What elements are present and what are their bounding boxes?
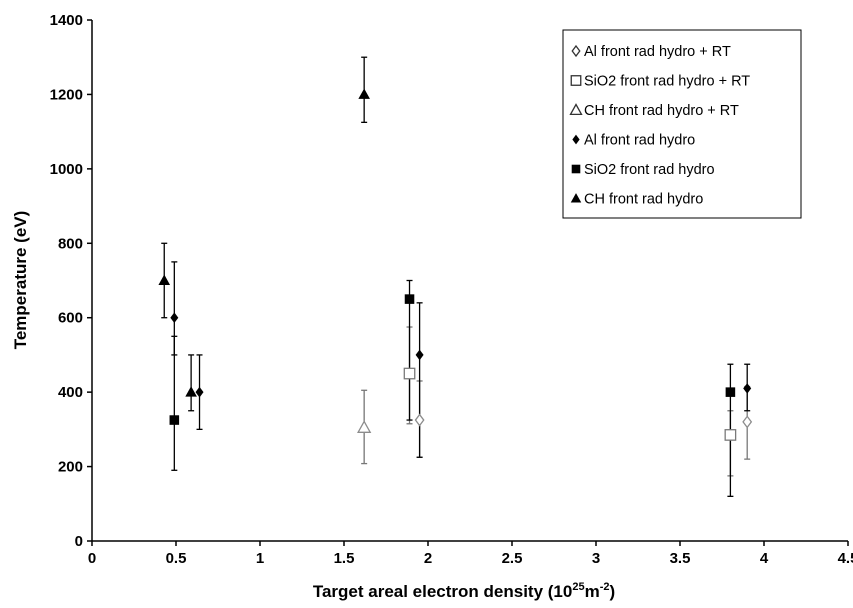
legend-marker (570, 193, 582, 203)
legend-label: CH front rad hydro + RT (584, 103, 739, 119)
y-tick-label: 0 (75, 533, 83, 550)
x-tick-label: 1 (256, 550, 264, 567)
y-tick-label: 1400 (50, 12, 83, 29)
data-point (743, 383, 752, 394)
data-markers (158, 88, 753, 441)
x-axis-title-close: ) (610, 582, 616, 601)
x-tick-label: 1.5 (334, 550, 355, 567)
x-tick-label: 3.5 (670, 550, 691, 567)
legend-label: SiO2 front rad hydro + RT (584, 74, 750, 90)
data-point (358, 88, 370, 99)
y-tick-label: 400 (58, 384, 83, 401)
legend-label: SiO2 front rad hydro (584, 162, 715, 178)
legend-marker (571, 164, 581, 174)
data-point (185, 386, 197, 397)
legend-label: Al front rad hydro + RT (584, 44, 731, 60)
data-point (169, 415, 180, 425)
x-axis-title-unit-exponent: -2 (600, 581, 610, 593)
legend: Al front rad hydro + RT SiO2 front rad hy… (562, 29, 802, 219)
y-tick-label: 800 (58, 235, 83, 252)
x-axis-title-exponent: 25 (572, 581, 584, 593)
legend-box (562, 29, 802, 219)
x-tick-label: 4.5 (838, 550, 853, 567)
legend-marker (572, 134, 580, 145)
x-axis-title-unit: m (585, 582, 600, 601)
legend-marker (569, 103, 583, 116)
y-tick-label: 600 (58, 310, 83, 327)
data-point (724, 429, 737, 441)
y-axis-title: Temperature (eV) (11, 211, 30, 350)
legend-label: Al front rad hydro (584, 133, 695, 149)
data-point (357, 420, 372, 433)
x-tick-label: 0.5 (166, 550, 187, 567)
y-tick-label: 1200 (50, 86, 83, 103)
data-point (403, 367, 416, 380)
axes: 0 200 400 600 800 1000 1200 1400 0 0.5 1 1.5 2 2.5 3 3.… (50, 12, 853, 567)
data-point (414, 413, 425, 427)
x-axis-title-main: Target areal electron density (10 (313, 582, 573, 601)
x-tick-label: 0 (88, 550, 96, 567)
legend-marker (571, 44, 581, 58)
data-point (725, 387, 736, 397)
data-point (195, 386, 204, 398)
x-tick-label: 4 (760, 550, 769, 567)
x-tick-label: 3 (592, 550, 600, 567)
data-point (742, 415, 753, 429)
data-point (158, 274, 171, 285)
x-tick-label: 2.5 (502, 550, 523, 567)
x-axis-title: Target areal electron density (1025m-2) (313, 581, 615, 601)
y-tick-label: 1000 (50, 161, 83, 178)
x-tick-label: 2 (424, 550, 432, 567)
y-tick-label: 200 (58, 459, 83, 476)
data-point (404, 294, 415, 304)
data-point (415, 349, 424, 361)
legend-marker (570, 75, 582, 86)
legend-label: CH front rad hydro (584, 192, 703, 208)
data-point (170, 312, 179, 324)
